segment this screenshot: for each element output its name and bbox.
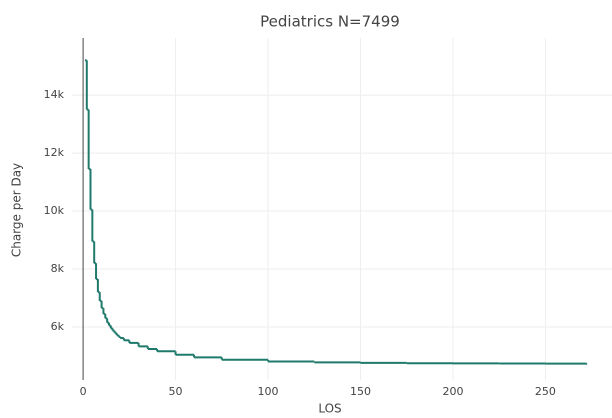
y-tick-label: 14k: [44, 88, 65, 101]
chart-title: Pediatrics N=7499: [260, 13, 400, 31]
x-tick-label: 0: [80, 385, 87, 398]
y-tick-label: 6k: [51, 320, 65, 333]
y-axis-title: Charge per Day: [10, 163, 24, 257]
x-tick-label: 50: [169, 385, 183, 398]
x-tick-label: 100: [258, 385, 279, 398]
x-tick-label: 150: [350, 385, 371, 398]
x-tick-label: 200: [442, 385, 463, 398]
y-tick-label: 10k: [44, 204, 65, 217]
y-tick-label: 12k: [44, 146, 65, 159]
x-axis-title: LOS: [318, 402, 341, 416]
y-tick-label: 8k: [51, 262, 65, 275]
x-tick-label: 250: [535, 385, 556, 398]
